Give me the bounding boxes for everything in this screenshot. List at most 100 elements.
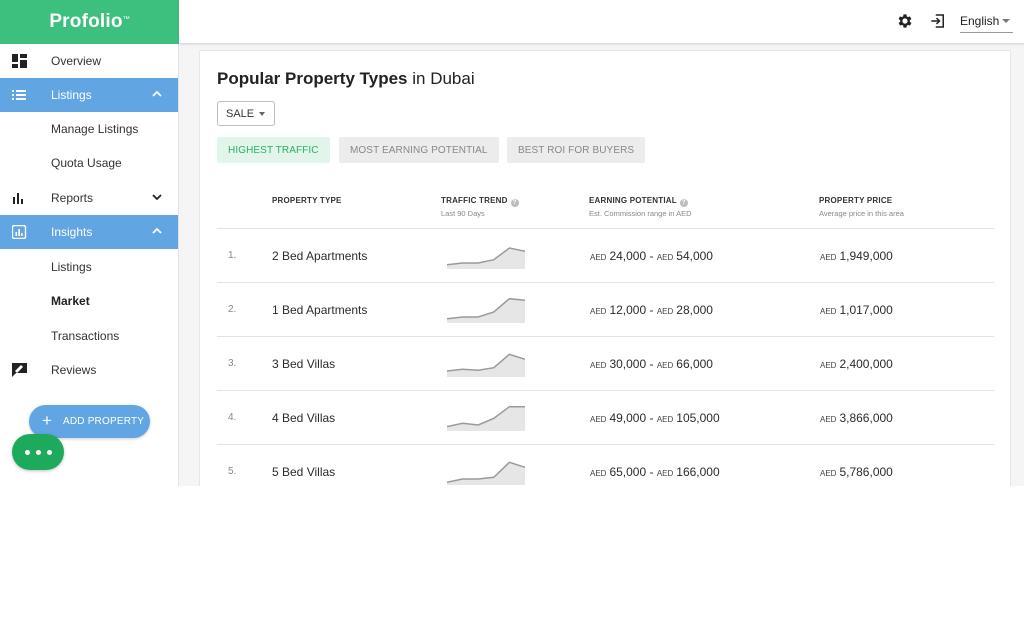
table-row[interactable]: 5. 5 Bed Villas AED 65,000 - AED 166,000 A…: [217, 444, 994, 486]
earn-min: 49,000: [609, 411, 647, 425]
sparkline-area: [447, 298, 525, 323]
sidebar-item-overview[interactable]: Overview: [0, 44, 178, 78]
column-header-property-type: PROPERTY TYPE: [272, 196, 342, 205]
column-subheader-traffic-trend: Last 90 Days: [441, 209, 485, 218]
price-value: 1,017,000: [839, 303, 893, 317]
row-property-type: 1 Bed Apartments: [272, 303, 368, 317]
earn-min: 12,000: [609, 303, 647, 317]
sparkline-line: [447, 353, 525, 372]
table-row[interactable]: 2. 1 Bed Apartments AED 12,000 - AED 28,00…: [217, 282, 994, 336]
price-value: 1,949,000: [839, 249, 893, 263]
logout-icon[interactable]: [929, 12, 947, 30]
traffic-sparkline: [447, 247, 525, 269]
column-subheader-earning-potential: Est. Commission range in AED: [589, 209, 692, 218]
row-earning-potential: AED 49,000 - AED 105,000: [590, 411, 720, 425]
earn-min: 24,000: [609, 249, 647, 263]
more-dots-icon: [36, 450, 41, 455]
currency-label: AED: [590, 361, 607, 370]
sidebar-item-market[interactable]: Market: [0, 284, 178, 318]
currency-label: AED: [820, 415, 837, 424]
row-rank: 2.: [228, 304, 237, 315]
column-header-label: EARNING POTENTIAL: [589, 196, 677, 205]
currency-label: AED: [656, 469, 674, 478]
sidebar-item-label: Listings: [51, 88, 92, 102]
traffic-sparkline: [447, 461, 525, 485]
row-property-type: 4 Bed Villas: [272, 411, 336, 425]
sidebar-item-label: Quota Usage: [51, 156, 122, 170]
currency-label: AED: [820, 469, 837, 478]
chevron-up-icon: [152, 227, 162, 234]
earn-max: 54,000: [676, 249, 713, 263]
sparkline-area: [447, 354, 525, 377]
add-property-button[interactable]: + ADD PROPERTY: [29, 405, 150, 438]
table-row[interactable]: 3. 3 Bed Villas AED 30,000 - AED 66,000 AE…: [217, 336, 994, 390]
sidebar: Overview Listings Manage Listings Quota …: [0, 44, 179, 486]
sidebar-item-label: Manage Listings: [51, 122, 139, 136]
currency-label: AED: [820, 361, 837, 370]
chevron-up-icon: [152, 90, 162, 97]
page-title: Popular Property Types in Dubai: [217, 69, 475, 89]
gear-icon[interactable]: [896, 12, 914, 30]
row-property-price: AED 2,400,000: [820, 357, 893, 371]
currency-label: AED: [590, 253, 607, 262]
earn-max: 66,000: [676, 357, 713, 371]
sparkline-area: [447, 462, 525, 485]
sidebar-item-label: Market: [51, 294, 90, 308]
column-header-property-price: PROPERTY PRICE: [819, 196, 893, 205]
sidebar-item-reviews[interactable]: Reviews: [0, 353, 178, 387]
tab-best-roi-for-buyers[interactable]: BEST ROI FOR BUYERS: [507, 137, 646, 163]
sidebar-item-reports[interactable]: Reports: [0, 181, 178, 215]
traffic-sparkline: [447, 405, 525, 431]
table-row[interactable]: 1. 2 Bed Apartments AED 24,000 - AED 54,00…: [217, 228, 994, 282]
sidebar-item-insights[interactable]: Insights: [0, 215, 178, 249]
sidebar-item-insights-listings[interactable]: Listings: [0, 250, 178, 284]
caret-down-icon: [259, 112, 265, 116]
sidebar-item-label: Transactions: [51, 329, 120, 343]
currency-label: AED: [590, 469, 607, 478]
price-value: 3,866,000: [839, 411, 893, 425]
sale-filter-label: SALE: [226, 108, 255, 120]
row-property-type: 3 Bed Villas: [272, 357, 336, 371]
column-header-label: TRAFFIC TREND: [441, 196, 508, 205]
currency-label: AED: [656, 415, 674, 424]
row-rank: 1.: [228, 250, 237, 261]
column-header-earning-potential: EARNING POTENTIAL?: [589, 196, 688, 207]
sparkline-line: [447, 247, 525, 266]
sidebar-item-listings[interactable]: Listings: [0, 78, 178, 112]
logo-trademark: ™: [122, 15, 130, 23]
info-icon[interactable]: ?: [679, 199, 688, 207]
sidebar-item-label: Overview: [51, 54, 102, 68]
row-earning-potential: AED 12,000 - AED 28,000: [590, 303, 713, 317]
language-select[interactable]: English: [960, 10, 1013, 33]
info-icon[interactable]: ?: [510, 199, 519, 207]
caret-down-icon: [1002, 19, 1010, 23]
title-location: in Dubai: [407, 69, 475, 88]
tab-highest-traffic[interactable]: HIGHEST TRAFFIC: [217, 137, 330, 163]
sidebar-item-label: Reviews: [51, 363, 97, 377]
sidebar-item-label: Listings: [51, 260, 92, 274]
row-property-price: AED 3,866,000: [820, 411, 893, 425]
earn-min: 30,000: [609, 357, 647, 371]
sidebar-item-transactions[interactable]: Transactions: [0, 319, 178, 353]
traffic-sparkline: [447, 353, 525, 377]
bar-chart-icon: [13, 193, 23, 204]
currency-label: AED: [656, 361, 674, 370]
table-row[interactable]: 4. 4 Bed Villas AED 49,000 - AED 105,000 A…: [217, 390, 994, 444]
row-property-type: 5 Bed Villas: [272, 465, 336, 479]
sale-filter-dropdown[interactable]: SALE: [217, 101, 275, 126]
language-label: English: [960, 14, 1000, 28]
sparkline-line: [447, 405, 525, 428]
plus-icon: +: [42, 411, 52, 430]
sidebar-item-manage-listings[interactable]: Manage Listings: [0, 112, 178, 146]
tab-most-earning-potential[interactable]: MOST EARNING POTENTIAL: [339, 137, 499, 163]
row-property-type: 2 Bed Apartments: [272, 249, 368, 263]
currency-label: AED: [820, 307, 837, 316]
sparkline-area: [447, 406, 525, 431]
title-strong: Popular Property Types: [217, 69, 408, 88]
row-rank: 3.: [228, 358, 237, 369]
insights-icon: [12, 225, 27, 239]
sidebar-item-quota-usage[interactable]: Quota Usage: [0, 146, 178, 180]
logo[interactable]: Profolio ™: [0, 0, 179, 44]
chat-button[interactable]: [12, 434, 64, 470]
row-earning-potential: AED 65,000 - AED 166,000: [590, 465, 720, 479]
